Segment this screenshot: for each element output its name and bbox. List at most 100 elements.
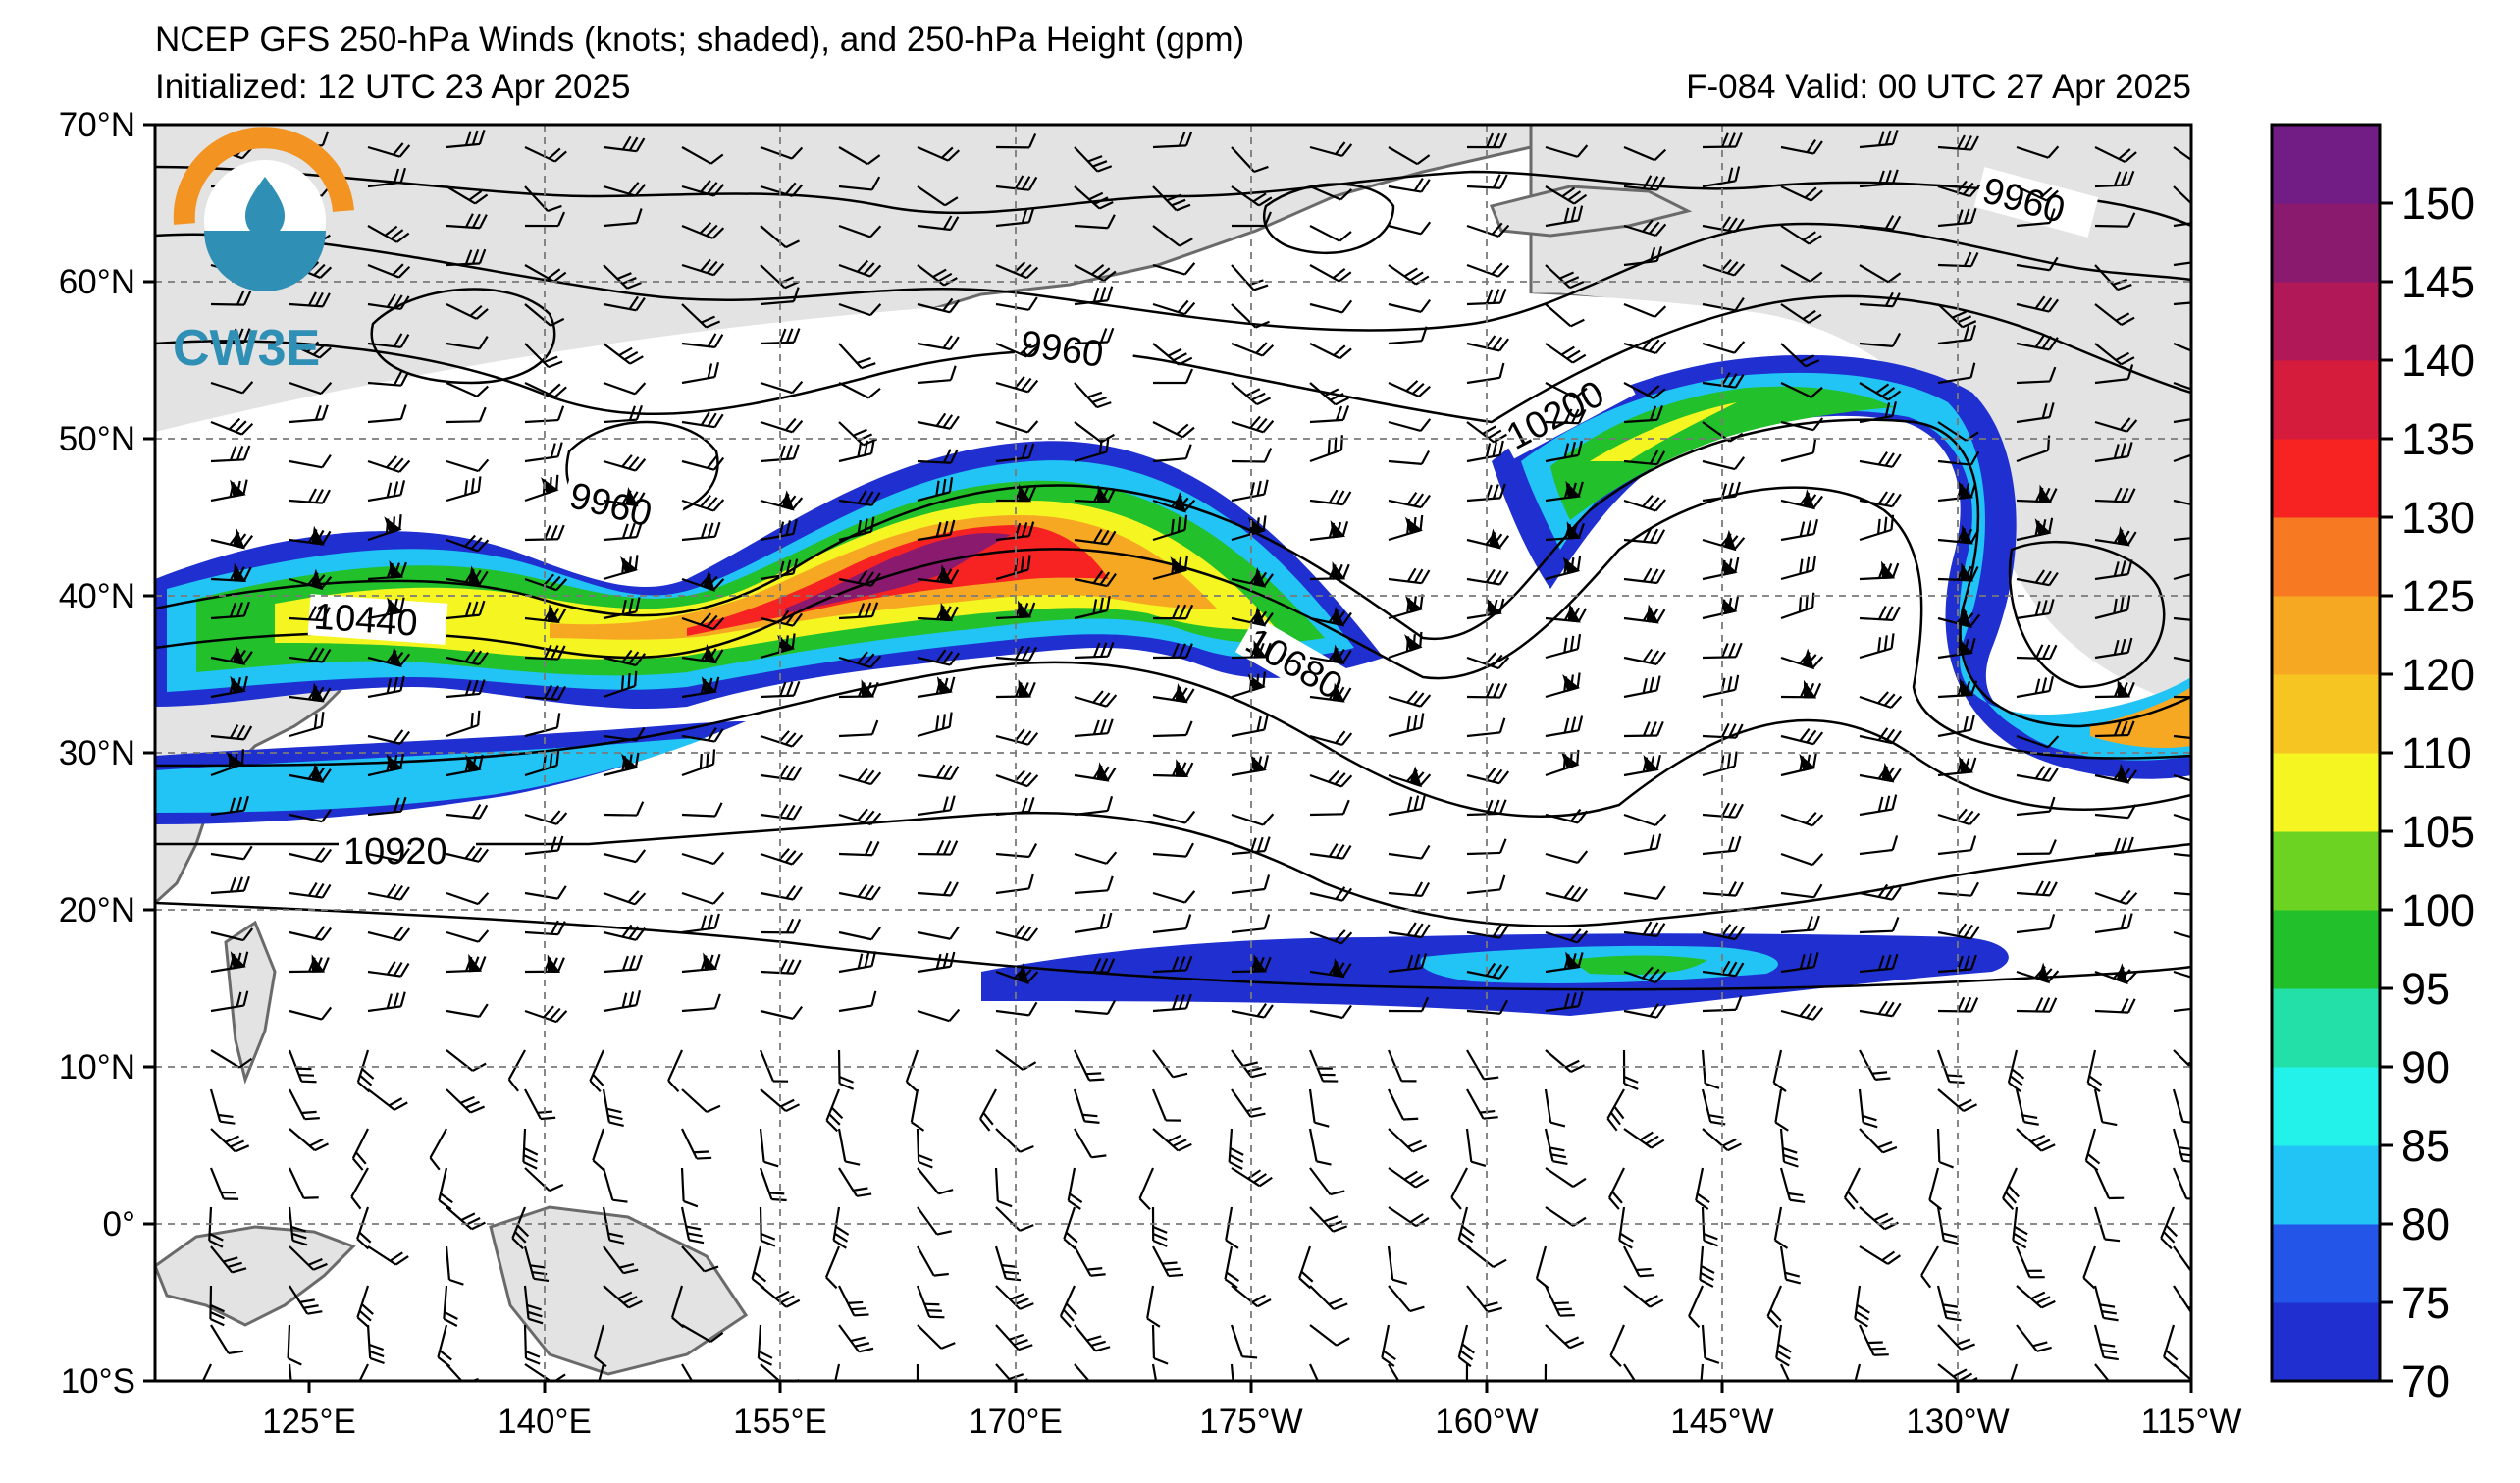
wind-barb (524, 604, 567, 624)
wind-barb (2094, 526, 2137, 547)
wind-barb (1231, 671, 1266, 699)
wind-barb (524, 810, 568, 825)
wind-barb (289, 1088, 320, 1121)
wind-barb (367, 753, 405, 777)
wind-barb (1937, 715, 1975, 738)
wind-barb (603, 801, 645, 817)
wind-barb (603, 404, 643, 424)
wind-barb (367, 455, 411, 473)
wind-barb (1457, 1324, 1475, 1368)
wind-barb (1309, 1324, 1350, 1347)
wind-barb (446, 534, 490, 553)
wind-barb (1859, 605, 1901, 621)
wind-barb (1228, 1128, 1244, 1170)
wind-barb (1937, 362, 1976, 385)
wind-barb (1618, 1206, 1634, 1249)
wind-barb (2016, 962, 2060, 984)
wind-barb (760, 918, 802, 934)
wind-barb (524, 573, 568, 592)
wind-barb (210, 951, 249, 974)
wind-barb (1152, 890, 1196, 904)
wind-barb (1309, 382, 1349, 406)
wind-barb (210, 417, 254, 436)
wind-barb (524, 524, 565, 542)
wind-barb (1388, 298, 1432, 313)
wind-barb (446, 710, 481, 738)
colorbar-label: 85 (2401, 1121, 2450, 1171)
wind-barb (838, 990, 877, 1013)
wind-barb (1152, 343, 1193, 366)
wind-barb (1780, 753, 1817, 777)
wind-barb (1074, 1324, 1111, 1352)
wind-barb (1388, 690, 1432, 708)
wind-barb (1859, 291, 1901, 308)
colorbar-label: 150 (2401, 179, 2475, 229)
wind-barb (1309, 958, 1352, 979)
wind-barb (446, 754, 484, 777)
wind-barb (367, 926, 411, 942)
colorbar-segment (2272, 1067, 2380, 1146)
wind-barb (1623, 813, 1667, 827)
wind-barb (1388, 567, 1431, 585)
wind-barb (1702, 166, 1741, 188)
wind-barb (1074, 642, 1115, 660)
wind-barb (1466, 1245, 1507, 1268)
wind-barb (2015, 1088, 2039, 1126)
wind-barb (838, 1285, 869, 1317)
wind-barb (2160, 1206, 2178, 1250)
wind-barb (917, 764, 960, 781)
wind-barb (838, 651, 882, 668)
wind-barb (367, 646, 411, 667)
wind-barb (681, 1324, 724, 1343)
wind-barb (1859, 1128, 1898, 1154)
lat-label-20n: 20°N (59, 891, 135, 929)
wind-barb (1699, 1245, 1715, 1288)
wind-barb (524, 684, 566, 701)
wind-barb (1231, 914, 1271, 934)
wind-barb (289, 1285, 323, 1315)
wind-barb (995, 679, 1036, 699)
wind-barb (1623, 1363, 1644, 1381)
wind-barb (367, 404, 407, 424)
wind-barb (446, 406, 487, 424)
wind-barb (1388, 326, 1428, 345)
wind-barb (2016, 734, 2060, 749)
wind-barb (2016, 599, 2055, 620)
wind-barb (2173, 970, 2191, 983)
wind-barb (2094, 343, 2135, 366)
wind-barb (917, 839, 959, 856)
wind-barb (2016, 676, 2055, 699)
colorbar-label: 125 (2401, 571, 2475, 621)
wind-barb (680, 1167, 699, 1208)
wind-barb (760, 1088, 801, 1113)
wind-barb (289, 926, 333, 941)
wind-barb (838, 951, 877, 974)
wind-barb (1937, 324, 1977, 345)
wind-barb (603, 849, 647, 864)
wind-barb (195, 1363, 212, 1381)
wind-barb (681, 494, 725, 512)
wind-barb (1858, 1088, 1878, 1129)
wind-barb (446, 1206, 486, 1231)
wind-barb (995, 483, 1037, 503)
wind-barb (1309, 435, 1343, 463)
wind-barb (2082, 1245, 2097, 1290)
wind-barb (1309, 929, 1353, 945)
wind-barb (760, 417, 804, 434)
wind-barb (1780, 852, 1824, 867)
colorbar-segment (2272, 282, 2380, 361)
wind-barb (681, 644, 724, 664)
wind-barb (367, 729, 411, 745)
wind-barb (1388, 177, 1431, 193)
wind-barb (288, 1206, 308, 1246)
wind-barb (760, 182, 804, 198)
wind-barb (524, 474, 559, 503)
wind-barb (209, 1167, 239, 1200)
wind-barb (1928, 1167, 1943, 1211)
wind-barb (760, 328, 801, 345)
wind-barb (2016, 334, 2059, 351)
wind-barb (210, 645, 253, 665)
wind-barb (1074, 264, 1117, 282)
wind-barb (916, 1285, 945, 1319)
wind-barb (1388, 881, 1431, 898)
